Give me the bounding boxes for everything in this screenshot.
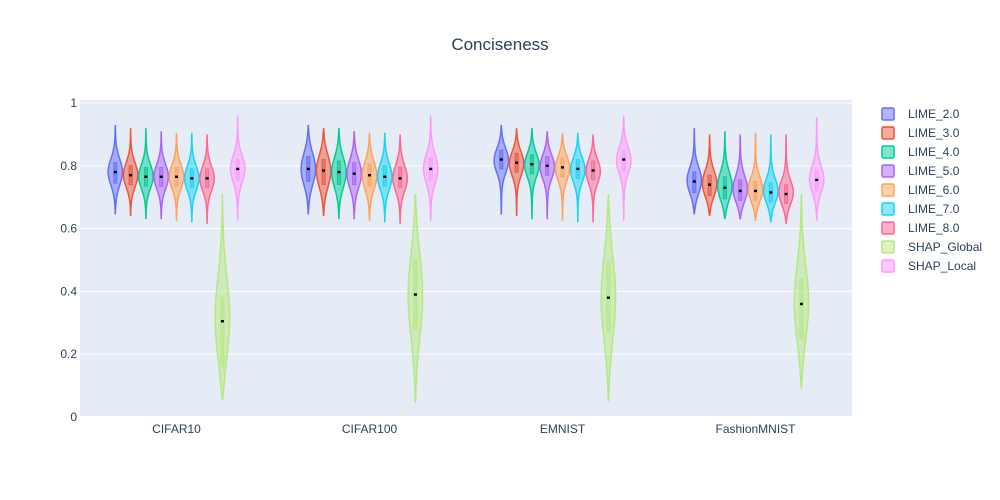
- y-tick-label: 0.8: [60, 159, 77, 173]
- violin-shape: [747, 132, 764, 221]
- legend-item-label: LIME_3.0: [908, 126, 960, 140]
- violin-median: [368, 174, 371, 177]
- violin-median: [190, 177, 194, 180]
- violin-shape: [214, 194, 231, 400]
- violin-median: [561, 166, 564, 169]
- violin-median: [708, 183, 712, 186]
- x-tick-label: FashionMNIST: [715, 422, 796, 436]
- legend-item-label: LIME_2.0: [908, 107, 960, 121]
- violin-median: [738, 189, 742, 193]
- legend-item-label: LIME_4.0: [908, 145, 960, 159]
- violin-median: [236, 167, 240, 171]
- violin-median: [784, 192, 788, 196]
- violin-median: [815, 178, 819, 182]
- violin-median: [692, 180, 696, 183]
- legend-item-label: SHAP_Local: [908, 259, 976, 273]
- y-tick-label: 0.2: [60, 347, 77, 361]
- violin-shape: [778, 134, 795, 224]
- legend-item-label: LIME_6.0: [908, 183, 960, 197]
- violin-median: [576, 167, 580, 171]
- violin-median: [799, 302, 803, 306]
- y-tick-label: 1: [70, 96, 77, 110]
- violin-shape: [762, 134, 779, 223]
- legend-swatch: [881, 145, 895, 159]
- legend-swatch: [881, 240, 895, 254]
- legend-item-label: SHAP_Global: [908, 240, 982, 254]
- legend-swatch: [881, 164, 895, 178]
- violin-median: [337, 170, 341, 174]
- violin-median: [113, 170, 117, 174]
- violin-median: [499, 158, 503, 161]
- violin-median: [159, 175, 163, 178]
- x-tick-label: CIFAR100: [342, 422, 398, 436]
- legend-item-label: LIME_5.0: [908, 164, 960, 178]
- chart-title: Conciseness: [451, 35, 548, 54]
- violin-median: [175, 175, 178, 178]
- x-tick-label: EMNIST: [540, 422, 586, 436]
- violin-median: [530, 163, 534, 166]
- violin-median: [129, 174, 133, 177]
- violin-median: [144, 175, 148, 178]
- violin-median: [622, 158, 626, 161]
- legend-swatch: [881, 126, 895, 140]
- violin-median: [723, 186, 727, 189]
- violin-shape: [808, 117, 825, 221]
- x-axis: CIFAR10 CIFAR100 EMNIST FashionMNIST: [152, 422, 796, 436]
- legend-swatch: [881, 259, 895, 273]
- violin-median: [322, 169, 326, 172]
- violin-box: [799, 278, 804, 339]
- legend-item-label: LIME_7.0: [908, 202, 960, 216]
- y-tick-label: 0.6: [60, 222, 77, 236]
- violin-median: [769, 191, 773, 194]
- legend-item-label: LIME_8.0: [908, 221, 960, 235]
- legend-swatch: [881, 107, 895, 121]
- violin-median: [591, 169, 595, 172]
- legend-swatch: [881, 183, 895, 197]
- y-tick-label: 0: [70, 410, 77, 424]
- gridlines: [80, 102, 852, 418]
- violin-traces: [107, 115, 825, 403]
- violin-median: [545, 164, 549, 167]
- violin-box: [321, 159, 326, 186]
- violin-shape: [716, 131, 733, 220]
- legend: LIME_2.0 LIME_3.0 LIME_4.0 LIME_5.0 LIME_6.0…: [881, 107, 982, 273]
- y-tick-label: 0.4: [60, 284, 77, 298]
- violin-median: [515, 161, 519, 164]
- violin-median: [754, 189, 757, 193]
- violin-median: [352, 172, 356, 175]
- x-tick-label: CIFAR10: [152, 422, 201, 436]
- violin-shape: [732, 134, 749, 220]
- violin-shape: [493, 124, 510, 215]
- violin-median: [220, 320, 224, 323]
- violin-median: [205, 177, 209, 180]
- violin-median: [398, 177, 402, 180]
- violin-box: [220, 297, 225, 368]
- y-axis: 0 0.2 0.4 0.6 0.8 1: [60, 96, 77, 424]
- legend-swatch: [881, 202, 895, 216]
- violin-median: [413, 293, 417, 296]
- violin-median: [306, 167, 310, 171]
- violin-median: [429, 167, 433, 171]
- plot-area: [80, 100, 852, 418]
- legend-swatch: [881, 221, 895, 235]
- violin-median: [606, 296, 610, 299]
- violin-median: [383, 175, 387, 178]
- violin-shape: [686, 128, 703, 215]
